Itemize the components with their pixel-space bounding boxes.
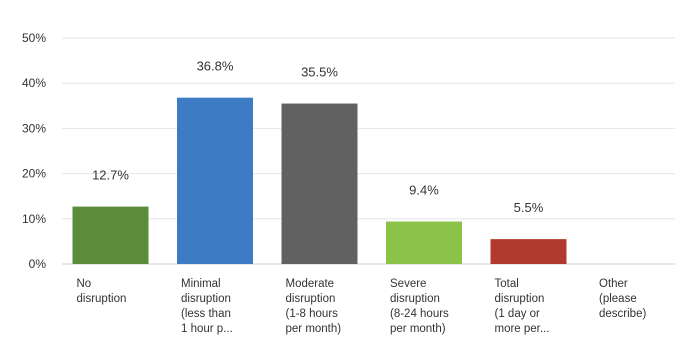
y-tick-label: 40% — [22, 76, 46, 90]
category-label-0-line-1: disruption — [77, 293, 127, 305]
category-label-2-line-2: (1-8 hours — [286, 308, 339, 320]
category-label-4-line-0: Total — [495, 278, 519, 290]
y-tick-label: 10% — [22, 212, 46, 226]
data-label-4: 5.5% — [514, 200, 544, 215]
bar-0 — [72, 206, 149, 264]
category-label-1-line-0: Minimal — [181, 278, 221, 290]
data-label-2: 35.5% — [301, 65, 338, 80]
y-tick-label: 20% — [22, 167, 46, 181]
bar-3 — [386, 221, 462, 264]
x-axis-categories: No disruption Minimal disruption (less than 1… — [77, 278, 647, 335]
category-label-3-line-0: Severe — [390, 278, 426, 290]
category-label-4-line-2: (1 day or — [495, 308, 541, 320]
category-label-5-line-1: (please — [599, 293, 637, 305]
category-label-5-line-0: Other — [599, 278, 628, 290]
y-tick-label: 0% — [29, 257, 47, 271]
category-label-4-line-3: more per... — [495, 323, 550, 335]
bar-4 — [490, 239, 567, 264]
data-label-0: 12.7% — [92, 168, 129, 183]
category-label-2-line-0: Moderate — [286, 278, 335, 290]
category-label-3-line-2: (8-24 hours — [390, 308, 449, 320]
data-label-1: 36.8% — [197, 59, 234, 74]
category-label-3-line-3: per month) — [390, 323, 446, 335]
category-label-0-line-0: No — [77, 278, 92, 290]
bar-2 — [281, 103, 358, 264]
bars — [72, 97, 567, 264]
category-label-1-line-3: 1 hour p... — [181, 323, 233, 335]
data-labels: 12.7% 36.8% 35.5% 9.4% 5.5% — [92, 59, 544, 215]
gridlines — [62, 37, 675, 265]
category-label-5-line-2: describe) — [599, 308, 646, 320]
category-label-3-line-1: disruption — [390, 293, 440, 305]
category-label-2-line-3: per month) — [286, 323, 342, 335]
y-tick-label: 50% — [22, 31, 46, 45]
category-label-1-line-2: (less than — [181, 308, 231, 320]
bar-1 — [177, 97, 253, 264]
y-tick-label: 30% — [22, 121, 46, 135]
category-label-4-line-1: disruption — [495, 293, 545, 305]
y-axis-ticks: 0% 10% 20% 30% 40% 50% — [22, 31, 46, 271]
data-label-3: 9.4% — [409, 183, 439, 198]
category-label-2-line-1: disruption — [286, 293, 336, 305]
category-label-1-line-1: disruption — [181, 293, 231, 305]
